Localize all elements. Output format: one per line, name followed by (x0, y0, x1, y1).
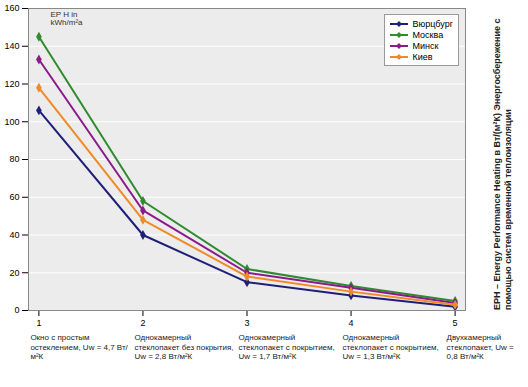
svg-text:4: 4 (349, 318, 354, 328)
svg-text:5: 5 (453, 318, 458, 328)
svg-text:20: 20 (9, 268, 19, 278)
svg-text:0: 0 (14, 305, 19, 315)
html-text:Однокамерный стеклопакет без п: Однокамерный стеклопакет без покрытия, U… (134, 333, 234, 361)
html-text:Однокамерный стеклопакет с пок: Однокамерный стеклопакет с покрытием, Uw… (342, 333, 439, 361)
svg-text:1: 1 (36, 318, 41, 328)
svg-text:40: 40 (9, 230, 19, 240)
svg-text:EP H inkWh/m²a: EP H inkWh/m²a (51, 10, 84, 27)
html-text:Однокамерный стеклопакет с пок: Однокамерный стеклопакет с покрытием, Uw… (238, 333, 335, 361)
html-text:Минск: Минск (412, 40, 439, 51)
html-text:Двухкамерный стеклопакет, Uw =: Двухкамерный стеклопакет, Uw = 0,8 Вт/м²… (446, 333, 514, 361)
svg-text:140: 140 (4, 41, 19, 51)
html-text:Окно с простым остеклением, Uw: Окно с простым остеклением, Uw = 4,7 Вт/… (30, 333, 128, 361)
html-text:EPH – Energy Performance Heati: EPH – Energy Performance Heating в Вт/(м… (492, 18, 513, 310)
html-text:Вюрцбург: Вюрцбург (412, 18, 453, 29)
svg-text:2: 2 (140, 318, 145, 328)
html-text:Киев: Киев (412, 51, 433, 62)
html-text:Москва: Москва (412, 29, 444, 40)
svg-text:120: 120 (4, 79, 19, 89)
svg-text:80: 80 (9, 154, 19, 164)
svg-text:60: 60 (9, 192, 19, 202)
svg-text:100: 100 (4, 117, 19, 127)
svg-text:160: 160 (4, 3, 19, 13)
svg-text:3: 3 (244, 318, 249, 328)
